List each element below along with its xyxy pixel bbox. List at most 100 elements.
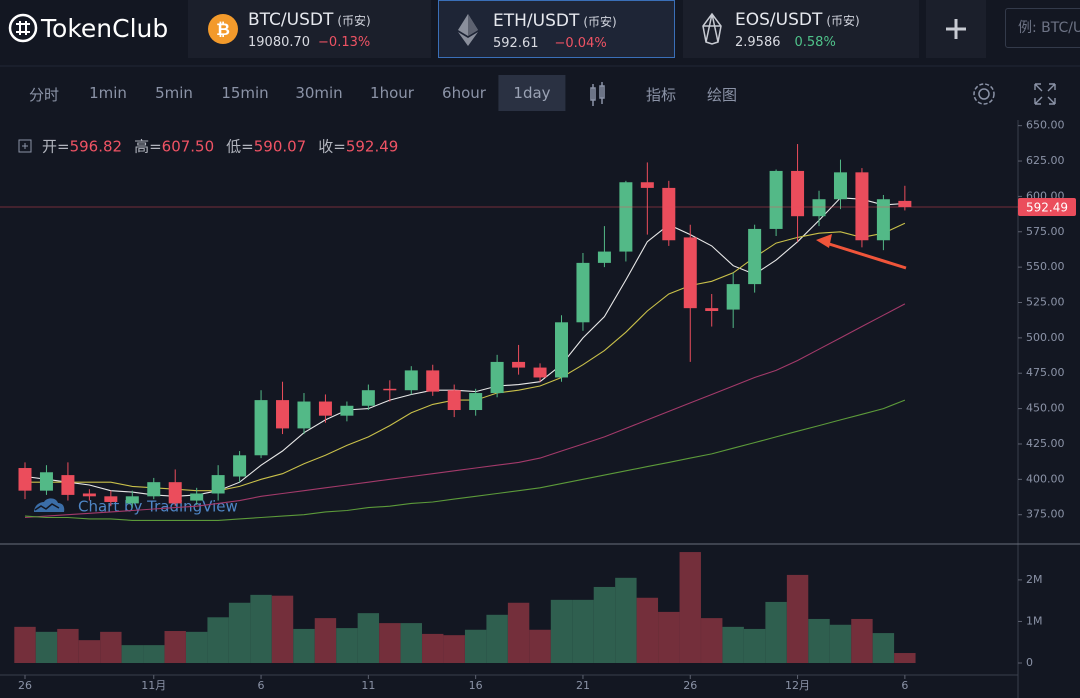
price: 19080.70 — [248, 35, 311, 50]
volume-bar — [507, 602, 530, 663]
ohlc-toggle-plus — [22, 143, 28, 149]
interval-button[interactable]: 6hour — [442, 84, 486, 102]
candle-body — [340, 405, 354, 416]
volume-bar — [743, 628, 766, 663]
candle-type-icon — [590, 82, 605, 106]
volume-bar — [250, 594, 272, 663]
ohlc-toggle — [18, 139, 32, 153]
volume-bar — [14, 626, 36, 663]
annotation-arrow — [825, 241, 907, 270]
y-tick-label: 550.00 — [1026, 260, 1065, 273]
svg-text:₿: ₿ — [216, 20, 230, 40]
x-tick-label: 12月 — [785, 679, 810, 692]
candle-body — [125, 496, 139, 504]
candle-body — [82, 493, 96, 497]
x-tick-label: 6 — [258, 679, 265, 692]
exchange: (币安) — [337, 14, 371, 28]
volume-bar — [443, 635, 465, 663]
candle-body — [855, 172, 869, 241]
y-tick-label: 450.00 — [1026, 402, 1065, 415]
interval-button[interactable]: 30min — [295, 84, 343, 102]
candle-body — [276, 400, 290, 429]
search-placeholder: 例: BTC/U — [1018, 20, 1080, 36]
volume-bar — [765, 601, 787, 663]
interval-button[interactable]: 1min — [89, 84, 127, 102]
x-tick-label: 6 — [901, 679, 908, 692]
ohlc-label: 高= — [134, 138, 162, 156]
change: −0.04% — [554, 36, 607, 51]
ohlc-label: 低= — [226, 138, 254, 156]
add-tab-button[interactable] — [926, 0, 986, 58]
ticker-tab[interactable]: ₿ BTC/USDT (币安) 19080.70 −0.13% — [188, 0, 431, 58]
change: 0.58% — [794, 35, 836, 50]
y-tick-label: 425.00 — [1026, 437, 1065, 450]
btc-icon: ₿ — [208, 14, 238, 44]
x-tick-label: 21 — [576, 679, 590, 692]
exchange: (币安) — [826, 14, 860, 28]
y-tick-label: 625.00 — [1026, 154, 1065, 167]
volume-bar — [336, 628, 358, 663]
volume-bar — [808, 618, 830, 663]
ticker-tab[interactable]: EOS/USDT (币安) 2.9586 0.58% — [683, 0, 919, 58]
volume-bar — [593, 586, 616, 663]
candle-body — [555, 322, 568, 378]
volume-bar — [615, 577, 637, 663]
line-series — [24, 197, 905, 497]
candle-body — [876, 199, 890, 241]
ohlc-value: 607.50 — [162, 138, 215, 156]
interval-button[interactable]: 5min — [155, 84, 193, 102]
volume-bar — [207, 617, 229, 663]
volume-bar — [422, 633, 444, 663]
candle-body — [576, 262, 590, 323]
line-series — [24, 303, 906, 519]
volume-bar — [894, 653, 916, 663]
interval-button[interactable]: 分时 — [28, 86, 60, 104]
candle-body — [812, 199, 826, 217]
volume-bar — [57, 628, 79, 663]
ohlc-label: 收= — [318, 138, 346, 156]
price: 592.61 — [493, 36, 539, 51]
y-tick-label: 500.00 — [1026, 331, 1065, 344]
candle-body — [748, 228, 762, 285]
interval-button[interactable]: 1day — [498, 75, 566, 111]
ticker-tab[interactable]: ETH/USDT (币安) 592.61 −0.04% — [438, 0, 675, 58]
candle-body — [447, 390, 461, 411]
ohlc-value: 590.07 — [254, 138, 307, 156]
candle-body — [147, 482, 161, 497]
y-tick-label: 375.00 — [1026, 508, 1065, 521]
candle-body — [791, 170, 805, 217]
ohlc-value: 596.82 — [70, 138, 123, 156]
candle-body — [190, 493, 204, 501]
y-tick-label: 475.00 — [1026, 366, 1065, 379]
watermark-wave — [34, 503, 60, 511]
candle-body — [61, 475, 75, 495]
volume-bar — [829, 624, 852, 663]
indicators-button[interactable]: 指标 — [646, 86, 677, 104]
candle-body — [383, 388, 397, 391]
candle-body — [361, 390, 375, 406]
y-tick-label: 400.00 — [1026, 472, 1065, 485]
annotation-arrowhead — [816, 234, 832, 248]
ohlc-label: 开= — [42, 138, 70, 156]
candle-body — [254, 400, 268, 456]
volume-bar — [658, 611, 680, 663]
volume-bar — [722, 626, 744, 663]
eth-icon — [458, 14, 478, 46]
candle-body — [726, 284, 740, 310]
draw-button[interactable]: 绘图 — [707, 86, 738, 104]
search-box[interactable]: 例: BTC/U — [1005, 8, 1080, 48]
candle-body — [318, 401, 332, 416]
interval-button[interactable]: 1hour — [370, 84, 414, 102]
volume-bar — [679, 552, 701, 663]
candle-body — [705, 308, 719, 311]
volume-bar — [100, 631, 122, 663]
eos-icon — [702, 12, 722, 45]
x-tick-label: 11 — [361, 679, 375, 692]
logo[interactable]: TokenClub — [8, 12, 168, 44]
volume-bar — [851, 618, 873, 663]
interval-button[interactable]: 15min — [221, 84, 269, 102]
pair: ETH/USDT — [493, 11, 580, 31]
candle-body — [211, 475, 225, 494]
exchange: (币安) — [583, 15, 617, 29]
candle-body — [39, 472, 53, 491]
